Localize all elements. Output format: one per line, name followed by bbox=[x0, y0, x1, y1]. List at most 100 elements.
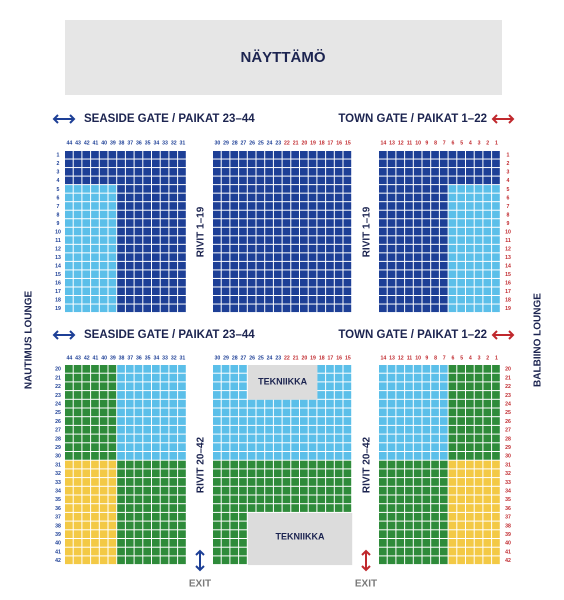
seat bbox=[178, 202, 186, 210]
seat bbox=[379, 185, 387, 193]
seat-number: 7 bbox=[443, 140, 446, 146]
seat bbox=[396, 365, 405, 373]
seat bbox=[457, 443, 465, 451]
seat bbox=[308, 425, 317, 434]
seat-number: 28 bbox=[232, 140, 238, 146]
seat bbox=[474, 425, 483, 434]
seat bbox=[125, 521, 134, 530]
gate-label: SEASIDE GATE / PAIKAT 23–44 bbox=[84, 113, 255, 125]
seat bbox=[422, 391, 431, 399]
seat bbox=[326, 227, 334, 236]
seat bbox=[91, 151, 99, 159]
seat bbox=[379, 176, 387, 185]
seat bbox=[308, 504, 317, 512]
seat bbox=[483, 556, 492, 565]
seat bbox=[152, 296, 160, 304]
seat bbox=[492, 261, 500, 270]
seat bbox=[492, 530, 500, 538]
seat bbox=[457, 495, 465, 504]
seat bbox=[134, 151, 143, 159]
seat bbox=[99, 547, 108, 556]
seat bbox=[117, 219, 125, 227]
seat bbox=[91, 504, 99, 512]
seat bbox=[448, 469, 457, 478]
seat bbox=[300, 202, 308, 210]
seat bbox=[474, 287, 483, 296]
seat bbox=[439, 478, 448, 486]
seat bbox=[431, 382, 439, 391]
seat bbox=[160, 159, 169, 168]
seat bbox=[108, 495, 117, 504]
tech-area bbox=[247, 365, 318, 400]
seat bbox=[326, 478, 334, 486]
seat bbox=[326, 495, 334, 504]
seat bbox=[108, 486, 117, 495]
seat bbox=[492, 556, 500, 565]
seat bbox=[334, 227, 343, 236]
seat bbox=[73, 399, 82, 408]
seat bbox=[143, 365, 151, 373]
seat bbox=[439, 244, 448, 253]
seat bbox=[317, 287, 326, 296]
seat bbox=[273, 417, 282, 425]
seat bbox=[300, 253, 308, 261]
seat bbox=[431, 236, 439, 244]
seat bbox=[65, 244, 73, 253]
seat bbox=[282, 443, 291, 451]
seat bbox=[492, 399, 500, 408]
seat-number: 10 bbox=[415, 355, 421, 361]
seat bbox=[422, 202, 431, 210]
seat bbox=[422, 168, 431, 176]
seat bbox=[82, 296, 91, 304]
seat-number: 34 bbox=[153, 140, 159, 146]
seat bbox=[178, 425, 186, 434]
seat-number: 36 bbox=[136, 140, 142, 146]
seat bbox=[273, 443, 282, 451]
seat bbox=[82, 168, 91, 176]
seat bbox=[99, 425, 108, 434]
seat bbox=[413, 219, 422, 227]
seat bbox=[65, 469, 73, 478]
seat bbox=[99, 399, 108, 408]
seat bbox=[448, 521, 457, 530]
seat bbox=[457, 417, 465, 425]
seat bbox=[448, 443, 457, 451]
seat bbox=[379, 521, 387, 530]
seat bbox=[169, 452, 178, 460]
seat bbox=[73, 452, 82, 460]
seat bbox=[117, 210, 125, 219]
seat bbox=[422, 261, 431, 270]
seat bbox=[169, 304, 178, 313]
seat bbox=[457, 434, 465, 443]
seat-number: 29 bbox=[223, 140, 229, 146]
seat bbox=[65, 210, 73, 219]
seat bbox=[308, 460, 317, 469]
seat bbox=[343, 176, 352, 185]
seat bbox=[99, 168, 108, 176]
seat-number: 2 bbox=[486, 140, 489, 146]
seat bbox=[439, 425, 448, 434]
seat bbox=[73, 373, 82, 382]
seat bbox=[448, 460, 457, 469]
seat bbox=[405, 408, 413, 417]
seat-number: 20 bbox=[301, 140, 307, 146]
seat bbox=[317, 202, 326, 210]
seat bbox=[422, 556, 431, 565]
seat bbox=[82, 270, 91, 278]
seat bbox=[439, 202, 448, 210]
seat bbox=[405, 210, 413, 219]
seat bbox=[82, 530, 91, 538]
seat bbox=[125, 512, 134, 521]
seat bbox=[317, 168, 326, 176]
seat bbox=[413, 434, 422, 443]
seat bbox=[117, 478, 125, 486]
seat bbox=[466, 495, 474, 504]
seat bbox=[82, 452, 91, 460]
seat-number: 27 bbox=[241, 140, 247, 146]
row-number: 21 bbox=[55, 375, 61, 381]
seat bbox=[422, 408, 431, 417]
seat bbox=[273, 193, 282, 202]
seat bbox=[379, 478, 387, 486]
seat bbox=[256, 287, 265, 296]
seat bbox=[457, 539, 465, 547]
